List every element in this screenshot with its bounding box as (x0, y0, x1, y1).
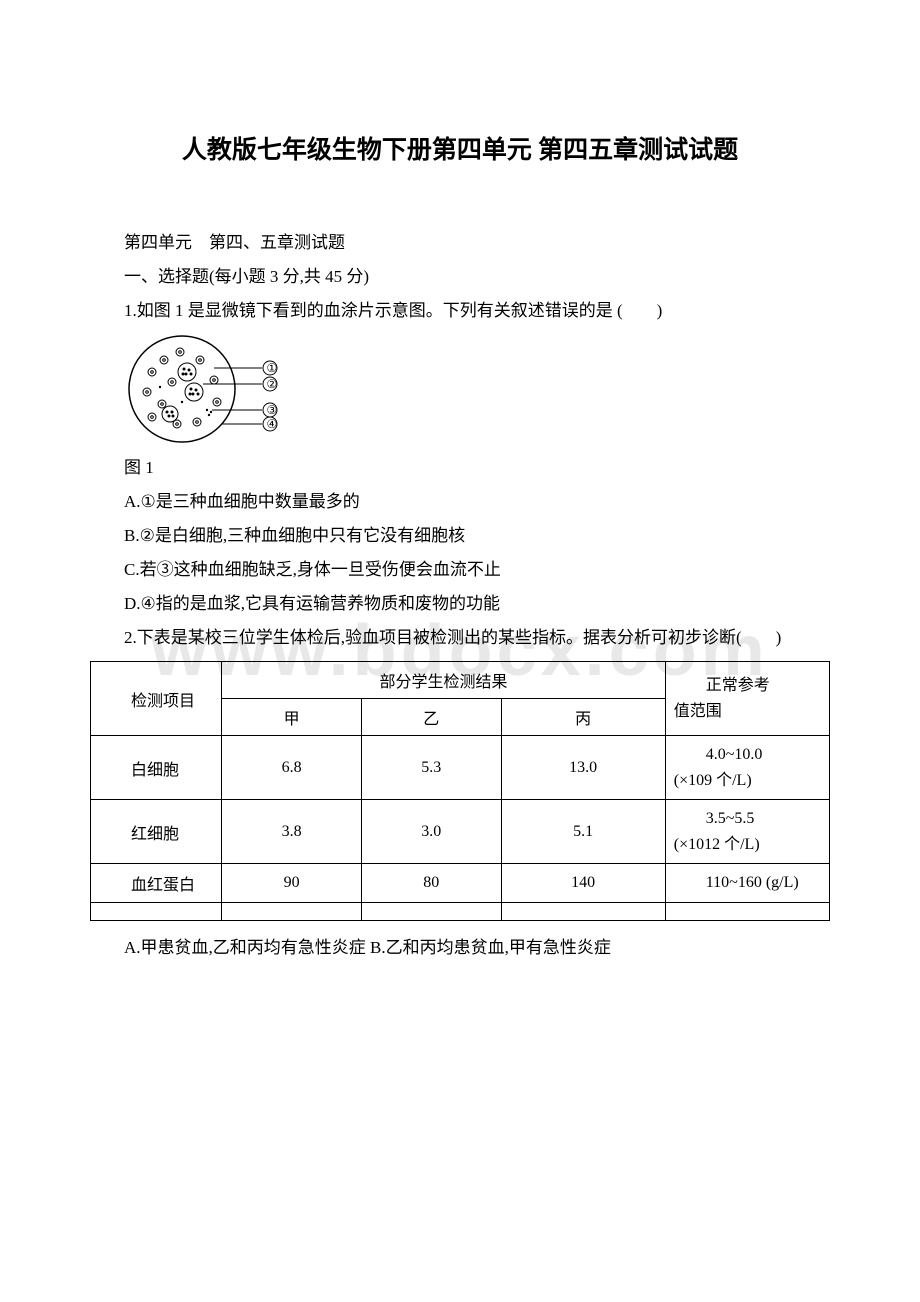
cell-value: 140 (501, 864, 665, 903)
q1-option-c: C.若③这种血细胞缺乏,身体一旦受伤便会血流不止 (90, 553, 830, 587)
col-c: 丙 (501, 699, 665, 736)
cell-value: 3.8 (222, 800, 362, 864)
label-1: ① (267, 361, 278, 375)
subtitle: 第四单元 第四、五章测试题 (90, 226, 830, 260)
table-header-row-1: 检测项目 部分学生检测结果 正常参考 值范围 (91, 662, 830, 699)
section-heading: 一、选择题(每小题 3 分,共 45 分) (90, 260, 830, 294)
document-content: 人教版七年级生物下册第四单元 第四五章测试试题 第四单元 第四、五章测试题 一、… (90, 130, 830, 965)
cell-reference: 110~160 (g/L) (665, 864, 829, 903)
question-1: 1.如图 1 是显微镜下看到的血涂片示意图。下列有关叙述错误的是 ( ) (90, 294, 830, 328)
label-4: ④ (267, 417, 278, 431)
cell-value: 13.0 (501, 736, 665, 800)
label-3: ③ (267, 403, 278, 417)
q2-options-ab: A.甲患贫血,乙和丙均有急性炎症 B.乙和丙均患贫血,甲有急性炎症 (90, 931, 830, 965)
cell-value: 6.8 (222, 736, 362, 800)
cell-value: 90 (222, 864, 362, 903)
figure-1: ① ② ③ ④ (122, 332, 830, 447)
cell-value: 5.3 (361, 736, 501, 800)
table-row: 红细胞 3.8 3.0 5.1 3.5~5.5 (×1012 个/L) (91, 800, 830, 864)
header-results: 部分学生检测结果 (222, 662, 665, 699)
cell-item: 白细胞 (91, 736, 222, 800)
cell-value: 80 (361, 864, 501, 903)
table-row: 白细胞 6.8 5.3 13.0 4.0~10.0 (×109 个/L) (91, 736, 830, 800)
col-b: 乙 (361, 699, 501, 736)
blood-smear-diagram: ① ② ③ ④ (122, 332, 307, 447)
figure-1-caption: 图 1 (90, 451, 830, 485)
blood-test-table: 检测项目 部分学生检测结果 正常参考 值范围 甲 乙 丙 白细胞 6.8 5.3… (90, 661, 830, 921)
q1-option-a: A.①是三种血细胞中数量最多的 (90, 485, 830, 519)
cell-value: 3.0 (361, 800, 501, 864)
cell-item: 血红蛋白 (91, 864, 222, 903)
q1-option-b: B.②是白细胞,三种血细胞中只有它没有细胞核 (90, 519, 830, 553)
header-item: 检测项目 (91, 662, 222, 736)
col-a: 甲 (222, 699, 362, 736)
cell-reference: 4.0~10.0 (×109 个/L) (665, 736, 829, 800)
cell-value: 5.1 (501, 800, 665, 864)
header-reference: 正常参考 值范围 (665, 662, 829, 736)
label-2: ② (267, 377, 278, 391)
question-2: 2.下表是某校三位学生体检后,验血项目被检测出的某些指标。据表分析可初步诊断( … (90, 621, 830, 655)
cell-reference: 3.5~5.5 (×1012 个/L) (665, 800, 829, 864)
page-title: 人教版七年级生物下册第四单元 第四五章测试试题 (90, 130, 830, 166)
q1-option-d: D.④指的是血浆,它具有运输营养物质和废物的功能 (90, 587, 830, 621)
cell-item: 红细胞 (91, 800, 222, 864)
table-empty-row (91, 902, 830, 920)
table-row: 血红蛋白 90 80 140 110~160 (g/L) (91, 864, 830, 903)
